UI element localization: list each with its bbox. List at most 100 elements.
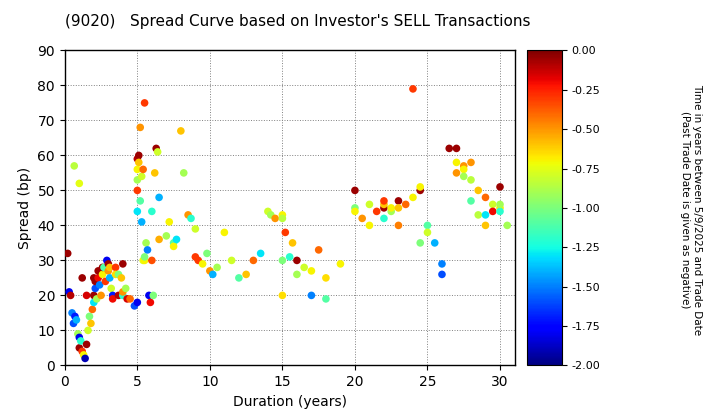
Point (378, 205, 390, 211)
Point (75, 338, 86, 344)
Point (78, 352, 89, 358)
Point (276, 292, 288, 299)
Point (494, 184, 505, 190)
Point (153, 194, 165, 201)
Point (291, 271, 302, 278)
Point (458, 173, 469, 180)
Point (168, 239, 179, 246)
Point (349, 208, 361, 215)
Point (146, 257, 158, 264)
Point (276, 257, 288, 264)
Point (185, 215, 197, 222)
Point (99, 278, 111, 285)
Point (104, 275, 115, 281)
Point (104, 264, 115, 271)
Point (192, 257, 204, 264)
Point (135, 197, 146, 204)
Point (306, 268, 318, 274)
Point (451, 159, 462, 166)
X-axis label: Duration (years): Duration (years) (233, 395, 346, 409)
Point (306, 292, 318, 299)
Point (422, 229, 433, 236)
Point (458, 166, 469, 173)
Point (212, 264, 223, 271)
Point (422, 222, 433, 229)
Point (349, 187, 361, 194)
Point (145, 299, 156, 306)
Point (139, 100, 150, 106)
Point (168, 243, 179, 250)
Point (73, 334, 85, 341)
Point (480, 212, 491, 218)
Point (408, 86, 419, 92)
Point (444, 145, 455, 152)
Point (502, 222, 513, 229)
Y-axis label: Spread (bp): Spread (bp) (18, 167, 32, 249)
Point (349, 205, 361, 211)
Point (287, 239, 298, 246)
Point (73, 180, 85, 187)
Point (89, 285, 101, 292)
Point (88, 275, 99, 281)
Point (94, 281, 105, 288)
Point (494, 201, 505, 208)
Point (76, 348, 88, 355)
Point (133, 159, 145, 166)
Point (392, 197, 404, 204)
Point (88, 299, 99, 306)
Point (132, 299, 143, 306)
Point (378, 201, 390, 208)
Point (139, 254, 150, 260)
Point (465, 176, 477, 183)
Point (102, 260, 114, 267)
Point (69, 313, 81, 320)
Point (117, 289, 129, 295)
Point (73, 344, 85, 351)
Point (102, 268, 114, 274)
Point (140, 239, 152, 246)
Point (262, 208, 274, 215)
Point (129, 302, 140, 309)
Point (400, 201, 411, 208)
Point (148, 292, 159, 299)
Point (81, 341, 92, 348)
Point (89, 278, 101, 285)
Point (197, 260, 208, 267)
Point (178, 170, 189, 176)
Point (408, 194, 419, 201)
Point (378, 197, 390, 204)
Point (458, 163, 469, 169)
Point (96, 271, 108, 278)
Point (161, 233, 172, 239)
Point (82, 327, 94, 334)
Point (98, 264, 109, 271)
Point (96, 264, 108, 271)
Point (255, 250, 266, 257)
Point (133, 152, 145, 159)
Point (276, 212, 288, 218)
Point (320, 296, 332, 302)
Point (81, 292, 92, 299)
Point (233, 275, 245, 281)
Point (120, 285, 132, 292)
Point (79, 355, 91, 362)
Point (480, 194, 491, 201)
Point (494, 205, 505, 211)
Point (68, 320, 79, 327)
Point (207, 271, 219, 278)
Point (116, 275, 127, 281)
Point (487, 201, 498, 208)
Point (175, 128, 186, 134)
Point (132, 187, 143, 194)
Point (472, 212, 484, 218)
Point (84, 313, 95, 320)
Point (136, 218, 148, 225)
Point (494, 208, 505, 215)
Point (95, 292, 107, 299)
Point (451, 170, 462, 176)
Point (122, 296, 133, 302)
Point (85, 320, 96, 327)
Point (117, 260, 129, 267)
Point (101, 257, 112, 264)
Point (465, 159, 477, 166)
